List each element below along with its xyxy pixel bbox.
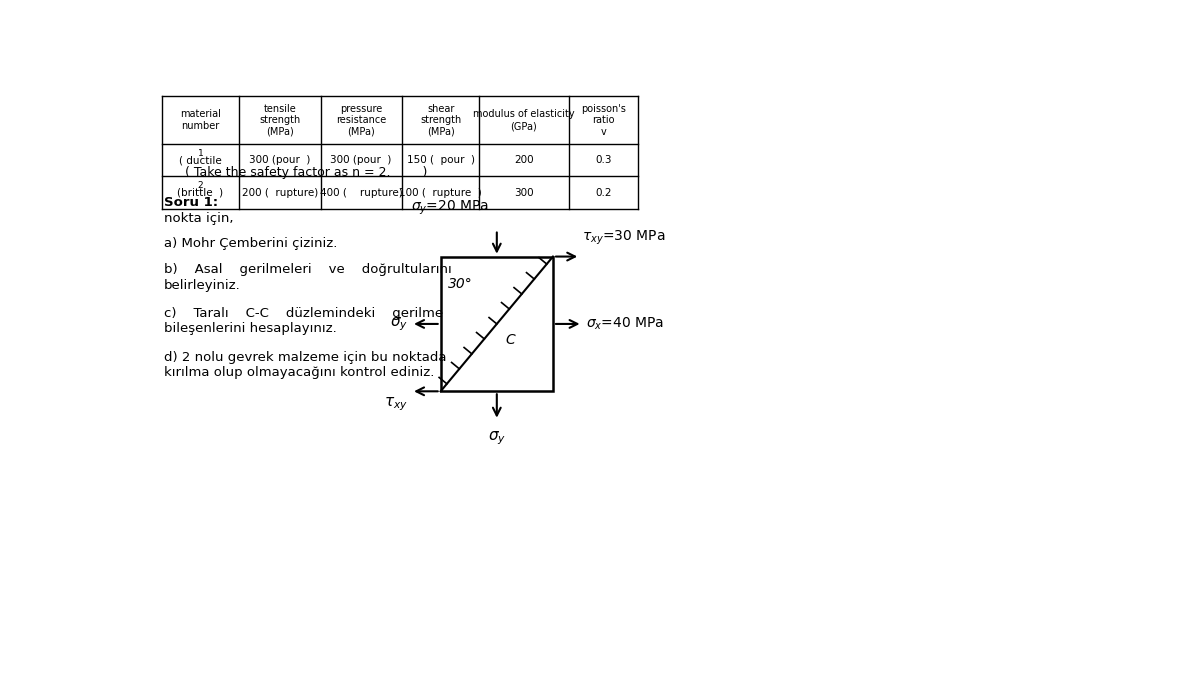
Text: kırılma olup olmayacağını kontrol ediniz.: kırılma olup olmayacağını kontrol ediniz… xyxy=(164,366,434,379)
Text: 2: 2 xyxy=(198,181,203,190)
Text: 1: 1 xyxy=(198,148,203,158)
Text: ( Take the safety factor as n = 2.        ): ( Take the safety factor as n = 2. ) xyxy=(185,166,427,179)
Text: ( ductile: ( ductile xyxy=(179,155,222,165)
Text: (brittle  ): (brittle ) xyxy=(178,188,223,198)
Text: c)    Taralı    C-C    düzlemindeki    gerilme: c) Taralı C-C düzlemindeki gerilme xyxy=(164,306,443,319)
Text: tensile
strength
(MPa): tensile strength (MPa) xyxy=(259,104,300,137)
Text: $\mathit{\tau_{xy}}$=30 MPa: $\mathit{\tau_{xy}}$=30 MPa xyxy=(582,229,666,247)
Text: belirleyiniz.: belirleyiniz. xyxy=(164,279,241,292)
Text: 300: 300 xyxy=(514,188,534,198)
Text: 30°: 30° xyxy=(448,277,473,290)
Text: bileşenlerini hesaplayınız.: bileşenlerini hesaplayınız. xyxy=(164,322,337,335)
Text: 300 (pour  ): 300 (pour ) xyxy=(330,155,392,165)
Text: 200 (  rupture): 200 ( rupture) xyxy=(241,188,318,198)
Text: 400 (    rupture): 400 ( rupture) xyxy=(320,188,402,198)
Text: shear
strength
(MPa): shear strength (MPa) xyxy=(420,104,461,137)
Text: $\mathit{\tau_{xy}}$: $\mathit{\tau_{xy}}$ xyxy=(384,395,408,412)
Text: 300 (pour  ): 300 (pour ) xyxy=(250,155,311,165)
Text: $\mathit{\sigma_y}$: $\mathit{\sigma_y}$ xyxy=(487,430,506,448)
Text: modulus of elasticity
(GPa): modulus of elasticity (GPa) xyxy=(473,109,575,131)
Text: 150 (  pour  ): 150 ( pour ) xyxy=(407,155,475,165)
Text: 0.3: 0.3 xyxy=(595,155,612,165)
Text: a) Mohr Çemberini çiziniz.: a) Mohr Çemberini çiziniz. xyxy=(164,238,337,250)
Text: material
number: material number xyxy=(180,109,221,131)
Text: nokta için,: nokta için, xyxy=(164,212,234,225)
Text: $\mathit{\sigma_y}$: $\mathit{\sigma_y}$ xyxy=(390,315,408,333)
Text: 0.2: 0.2 xyxy=(595,188,612,198)
Text: $\mathit{\sigma_x}$=40 MPa: $\mathit{\sigma_x}$=40 MPa xyxy=(586,316,664,332)
Text: 200: 200 xyxy=(514,155,534,165)
Text: C: C xyxy=(505,333,515,347)
Text: d) 2 nolu gevrek malzeme için bu noktada: d) 2 nolu gevrek malzeme için bu noktada xyxy=(164,350,446,364)
Text: b)    Asal    gerilmeleri    ve    doğrultularını: b) Asal gerilmeleri ve doğrultularını xyxy=(164,263,451,277)
Text: 100 (  rupture  ): 100 ( rupture ) xyxy=(400,188,482,198)
Text: $\mathit{\sigma_y}$=20 MPa: $\mathit{\sigma_y}$=20 MPa xyxy=(410,198,490,217)
Text: pressure
resistance
(MPa): pressure resistance (MPa) xyxy=(336,104,386,137)
Text: poisson's
ratio
v: poisson's ratio v xyxy=(581,104,626,137)
Text: Soru 1:: Soru 1: xyxy=(164,196,218,209)
